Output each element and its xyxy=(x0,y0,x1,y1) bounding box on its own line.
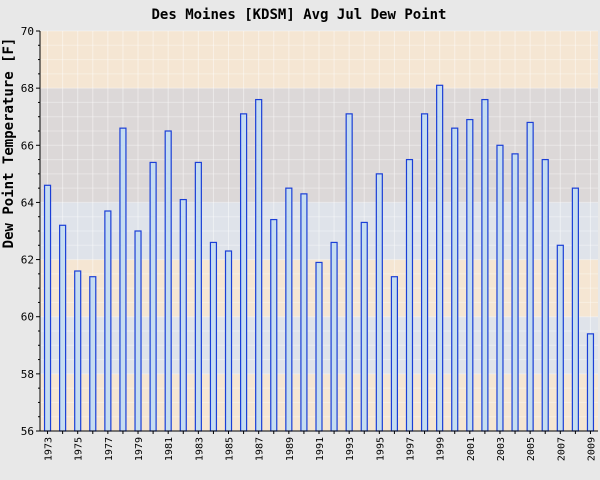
bar-2007 xyxy=(556,244,564,432)
y-tick-label: 68 xyxy=(21,82,34,95)
x-tick-label: 1997 xyxy=(405,437,416,461)
bar-1992 xyxy=(330,241,338,432)
bar-1980 xyxy=(149,161,157,432)
bar-2005 xyxy=(526,121,534,432)
bar-2003 xyxy=(496,144,504,432)
y-tick-label: 64 xyxy=(21,196,35,209)
bar-1999 xyxy=(436,84,444,432)
bar-1979 xyxy=(134,230,142,432)
x-tick-label: 2009 xyxy=(586,437,597,461)
bar-1984 xyxy=(209,241,218,432)
x-tick-label: 1983 xyxy=(194,437,205,461)
x-tick-label: 2003 xyxy=(496,437,507,461)
bar-1994 xyxy=(360,221,368,432)
bar-1986 xyxy=(239,113,248,432)
bar-1975 xyxy=(74,270,82,432)
x-tick-label: 1979 xyxy=(134,437,145,461)
x-tick-label: 1975 xyxy=(74,437,85,461)
bar-1985 xyxy=(224,250,233,432)
bar-1990 xyxy=(300,193,308,432)
bar-1997 xyxy=(405,158,414,432)
bar-1973 xyxy=(43,184,52,432)
y-tick-labels: 56 58 60 62 64 66 68 70 xyxy=(21,25,35,438)
x-tick-label: 1981 xyxy=(164,437,175,461)
x-tick-label: 2001 xyxy=(466,437,477,461)
bar-1978 xyxy=(119,127,127,432)
bar-1993 xyxy=(345,113,353,432)
y-axis-label: Dew Point Temperature [F] xyxy=(1,38,17,249)
x-tick-label: 1995 xyxy=(375,437,386,461)
y-tick-label: 62 xyxy=(21,254,34,267)
bar-1983 xyxy=(194,161,202,432)
chart-title: Des Moines [KDSM] Avg Jul Dew Point xyxy=(151,7,446,23)
y-tick-label: 56 xyxy=(21,425,34,438)
bar-1987 xyxy=(255,98,263,432)
plot-axes xyxy=(36,30,598,434)
bar-2009 xyxy=(586,333,595,432)
x-tick-label: 1989 xyxy=(285,437,296,461)
bar-1998 xyxy=(420,113,429,432)
x-tick-label: 1973 xyxy=(44,437,55,461)
plot-band xyxy=(40,88,598,146)
bar-2008 xyxy=(571,187,579,432)
bar-1988 xyxy=(270,218,278,432)
y-tick-label: 66 xyxy=(21,139,34,152)
bar-1974 xyxy=(59,224,67,432)
x-tick-label: 1987 xyxy=(255,437,266,461)
x-tick-labels: 1973 1975 1977 1979 1981 1983 1985 1987 1989 1991… xyxy=(44,437,598,461)
bar-1976 xyxy=(89,276,97,432)
bar-1996 xyxy=(390,276,399,432)
x-tick-label: 2005 xyxy=(526,437,537,461)
x-tick-label: 1993 xyxy=(345,437,356,461)
bar-1989 xyxy=(285,187,293,432)
bar-2001 xyxy=(466,118,474,432)
x-tick-label: 1999 xyxy=(436,437,447,461)
x-tick-label: 2007 xyxy=(556,437,567,461)
y-tick-label: 58 xyxy=(21,368,34,381)
bar-1977 xyxy=(104,210,112,432)
plot-band xyxy=(40,202,598,260)
bar-1981 xyxy=(164,130,172,432)
x-tick-label: 1977 xyxy=(104,437,115,461)
y-tick-label: 70 xyxy=(21,25,34,38)
y-tick-label: 60 xyxy=(21,311,34,324)
plot-band xyxy=(40,145,598,203)
bar-2002 xyxy=(481,98,489,432)
bar-1991 xyxy=(315,261,323,432)
bar-2000 xyxy=(451,127,459,432)
x-tick-label: 1991 xyxy=(315,437,326,461)
bar-2004 xyxy=(511,153,519,432)
bar-1995 xyxy=(375,173,383,432)
bar-2006 xyxy=(541,158,549,432)
x-tick-label: 1985 xyxy=(225,437,236,461)
bar-1982 xyxy=(179,198,187,432)
plot-band xyxy=(40,31,598,89)
